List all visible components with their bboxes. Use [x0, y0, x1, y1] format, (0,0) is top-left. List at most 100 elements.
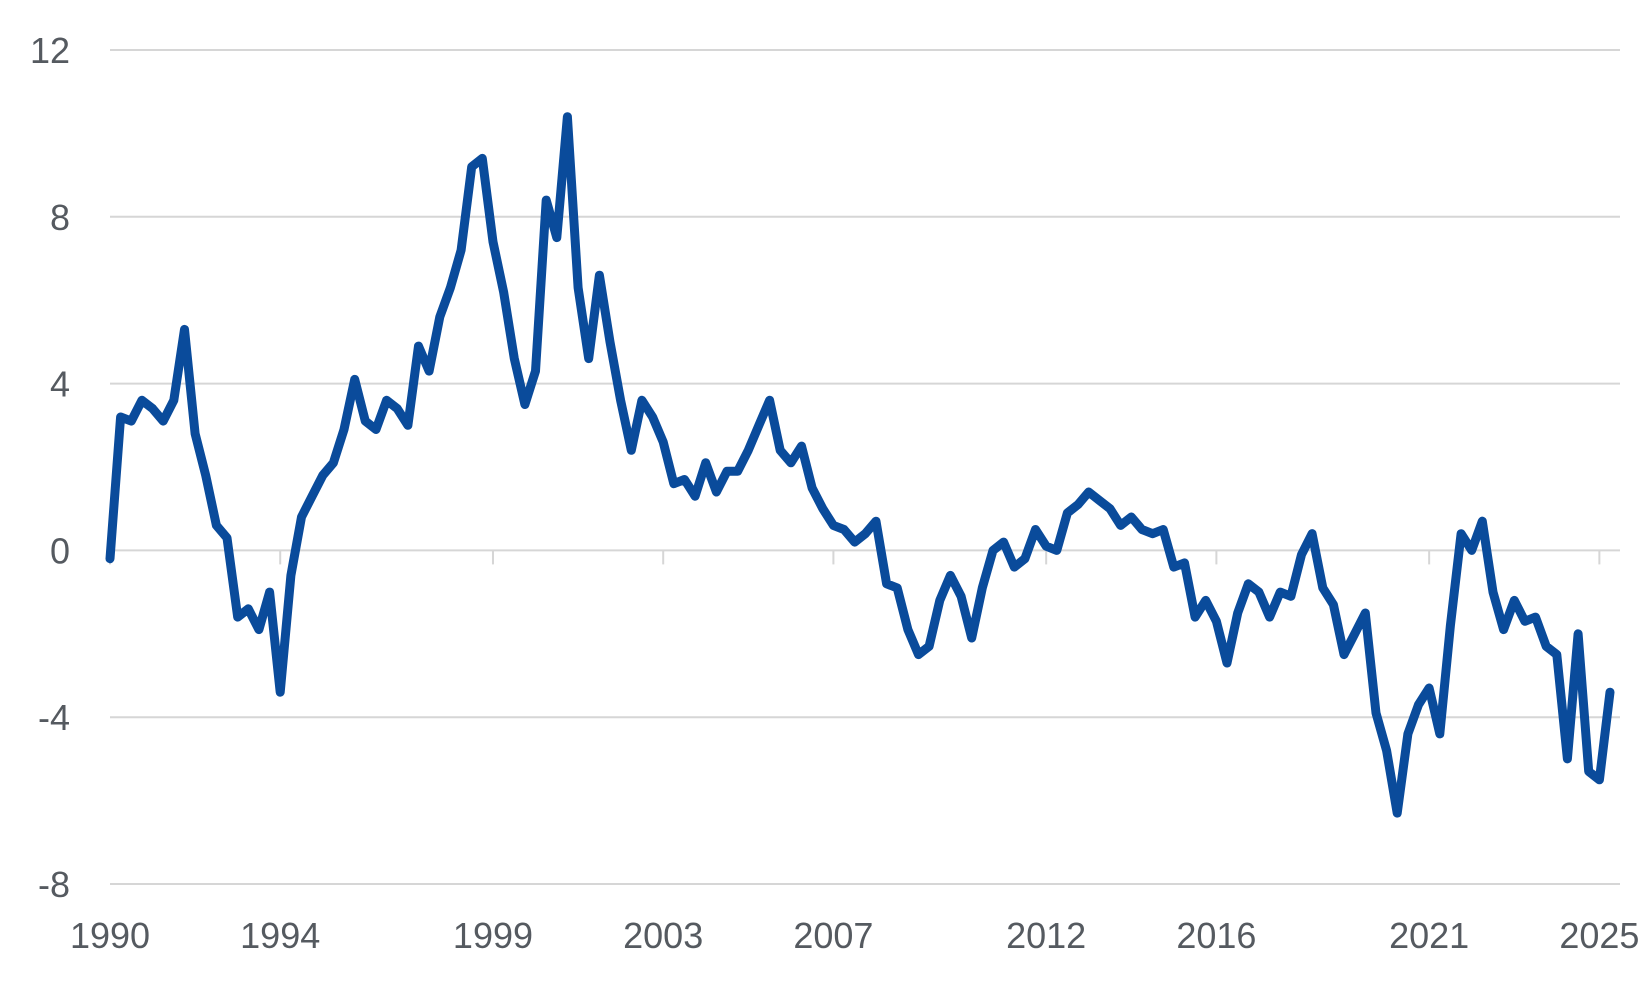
data-point	[439, 316, 441, 318]
data-point	[1492, 591, 1494, 593]
x-tick-label: 1990	[70, 915, 150, 956]
data-point	[1141, 529, 1143, 531]
data-point	[428, 370, 430, 372]
data-point	[1364, 612, 1366, 614]
data-point	[1535, 616, 1537, 618]
data-point	[130, 420, 132, 422]
data-point	[652, 416, 654, 418]
data-point	[205, 474, 207, 476]
data-point	[226, 537, 228, 539]
data-point	[1513, 599, 1515, 601]
data-point	[1439, 733, 1441, 735]
data-point	[109, 558, 111, 560]
data-point	[1407, 733, 1409, 735]
data-point	[662, 441, 664, 443]
data-point	[1173, 566, 1175, 568]
data-point	[1120, 524, 1122, 526]
data-point	[949, 574, 951, 576]
x-tick-label: 2016	[1176, 915, 1256, 956]
data-point	[1332, 604, 1334, 606]
data-point	[1609, 691, 1611, 693]
y-tick-label: -8	[38, 864, 70, 905]
data-point	[758, 424, 760, 426]
data-point	[332, 462, 334, 464]
data-point	[1066, 512, 1068, 514]
data-point	[1375, 712, 1377, 714]
data-point	[726, 470, 728, 472]
x-tick-label: 2021	[1389, 915, 1469, 956]
data-point	[939, 599, 941, 601]
data-point	[1290, 595, 1292, 597]
y-tick-label: 8	[50, 197, 70, 238]
data-point	[1130, 516, 1132, 518]
data-point	[620, 399, 622, 401]
data-point	[1194, 616, 1196, 618]
data-point	[1386, 750, 1388, 752]
data-point	[1088, 491, 1090, 493]
data-point	[854, 541, 856, 543]
data-point	[705, 462, 707, 464]
data-point	[1418, 704, 1420, 706]
data-point	[896, 587, 898, 589]
x-tick-label: 2007	[793, 915, 873, 956]
data-point	[1460, 533, 1462, 535]
data-point	[1237, 612, 1239, 614]
data-point	[141, 399, 143, 401]
data-point	[630, 449, 632, 451]
data-point	[1247, 583, 1249, 585]
data-point	[747, 449, 749, 451]
data-point	[1556, 654, 1558, 656]
data-point	[769, 399, 771, 401]
data-point	[375, 429, 377, 431]
data-point	[1588, 770, 1590, 772]
data-point	[981, 587, 983, 589]
data-point	[120, 416, 122, 418]
data-point	[173, 399, 175, 401]
data-point	[694, 495, 696, 497]
gridlines	[110, 49, 1620, 885]
data-point	[790, 462, 792, 464]
data-point	[449, 287, 451, 289]
x-tick-label: 2012	[1006, 915, 1086, 956]
series-line	[105, 112, 1615, 818]
data-point	[843, 529, 845, 531]
data-point	[215, 524, 217, 526]
data-point	[864, 533, 866, 535]
data-point	[971, 637, 973, 639]
y-tick-label: 0	[50, 530, 70, 571]
x-tick-label: 2003	[623, 915, 703, 956]
data-point	[1545, 645, 1547, 647]
data-point	[1109, 508, 1111, 510]
data-point	[1013, 566, 1015, 568]
data-point	[1258, 591, 1260, 593]
x-tick-label: 1994	[240, 915, 320, 956]
data-point	[684, 479, 686, 481]
data-point	[301, 516, 303, 518]
data-point	[1301, 554, 1303, 556]
data-point	[481, 157, 483, 159]
data-point	[886, 583, 888, 585]
data-point	[1449, 625, 1451, 627]
data-point	[1077, 504, 1079, 506]
data-point	[343, 429, 345, 431]
data-point	[566, 116, 568, 118]
data-point	[290, 574, 292, 576]
data-point	[1471, 549, 1473, 551]
data-point	[535, 370, 537, 372]
data-point	[1481, 520, 1483, 522]
data-point	[247, 608, 249, 610]
data-point	[311, 495, 313, 497]
data-point	[737, 470, 739, 472]
y-tick-label: 12	[30, 30, 70, 71]
x-tick-label: 1999	[453, 915, 533, 956]
data-point	[960, 595, 962, 597]
data-point	[396, 408, 398, 410]
x-tick-label: 2025	[1559, 915, 1639, 956]
data-point	[832, 524, 834, 526]
data-point	[1428, 687, 1430, 689]
data-point	[1226, 662, 1228, 664]
y-tick-label: -4	[38, 697, 70, 738]
data-point	[1024, 558, 1026, 560]
data-point	[162, 420, 164, 422]
